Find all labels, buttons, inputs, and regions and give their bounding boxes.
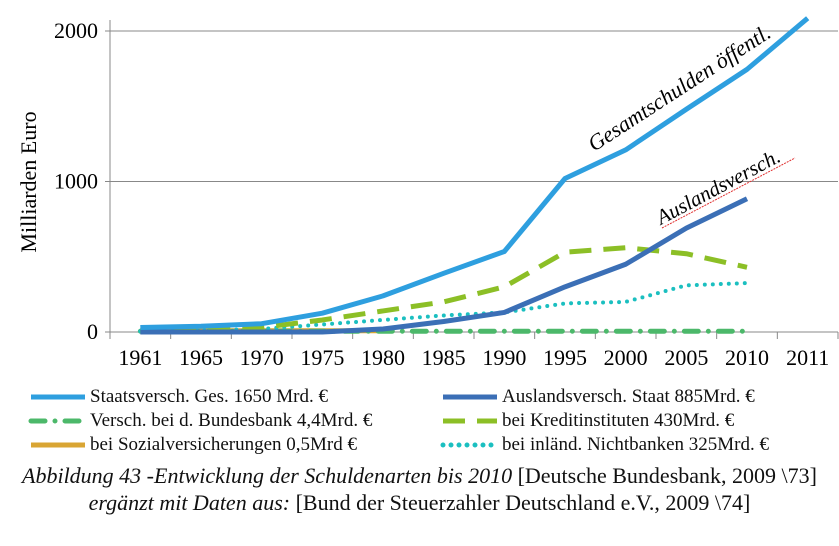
legend-item: Auslandsversch. Staat 885Mrd. € (440, 386, 755, 408)
legend-swatch (28, 418, 88, 424)
legend-item: bei inländ. Nichtbanken 325Mrd. € (440, 434, 769, 456)
legend-label: Versch. bei d. Bundesbank 4,4Mrd. € (90, 410, 373, 431)
legend-item: Versch. bei d. Bundesbank 4,4Mrd. € (28, 410, 372, 432)
x-tick-label: 2000 (604, 345, 648, 370)
caption-source-1: [Deutsche Bundesbank, 2009 \73] (512, 463, 817, 488)
x-tick-label: 1961 (118, 345, 162, 370)
legend-swatch (443, 418, 497, 424)
legend-label: Auslandsversch. Staat 885Mrd. € (502, 386, 755, 407)
annotation-gesamtschulden: Gesamtschulden öffentl. (583, 19, 775, 156)
caption-italic-2: ergänzt mit Daten aus: (88, 490, 291, 515)
x-tick-label: 2011 (786, 345, 829, 370)
caption-source-2: [Bund der Steuerzahler Deutschland e.V.,… (290, 490, 751, 515)
legend-swatch (31, 442, 85, 448)
y-tick-label: 0 (87, 319, 98, 344)
x-tick-label: 1985 (422, 345, 466, 370)
y-tick-label: 2000 (54, 18, 98, 43)
y-axis-label: Milliarden Euro (16, 111, 41, 252)
x-tick-label: 1970 (240, 345, 284, 370)
x-tick-label: 1965 (179, 345, 223, 370)
series-line (140, 245, 748, 333)
x-tick-label: 2010 (725, 345, 769, 370)
spellcheck-underline (661, 157, 796, 229)
legend-label: Staatsversch. Ges. 1650 Mrd. € (90, 386, 328, 407)
legend-swatch (443, 394, 497, 400)
legend-label: bei Kreditinstituten 430Mrd. € (502, 410, 735, 431)
y-tick-label: 1000 (54, 169, 98, 194)
annotation-auslandsversch: Auslandsversch. (650, 144, 784, 230)
line-chart: Milliarden Euro 0 1000 2000 1961 1965 1970 19… (16, 16, 839, 370)
series-line (140, 196, 749, 335)
caption-italic-1: Abbildung 43 -Entwicklung der Schuldenar… (22, 463, 513, 488)
figure-caption: Abbildung 43 -Entwicklung der Schuldenar… (0, 462, 839, 516)
legend-swatch (31, 394, 85, 400)
x-tick-label: 2005 (664, 345, 708, 370)
x-tick-label: 1995 (543, 345, 587, 370)
legend-item: bei Kreditinstituten 430Mrd. € (440, 410, 734, 432)
legend-label: bei Sozialversicherungen 0,5Mrd € (90, 434, 357, 455)
legend-label: bei inländ. Nichtbanken 325Mrd. € (502, 434, 770, 455)
x-tick-label: 1990 (482, 345, 526, 370)
x-tick-label: 1975 (300, 345, 344, 370)
legend-item: bei Sozialversicherungen 0,5Mrd € (28, 434, 357, 456)
series-line (138, 281, 749, 334)
x-tick-label: 1980 (361, 345, 405, 370)
legend-swatch (440, 442, 500, 448)
series-line (140, 16, 810, 330)
legend-item: Staatsversch. Ges. 1650 Mrd. € (28, 386, 328, 408)
